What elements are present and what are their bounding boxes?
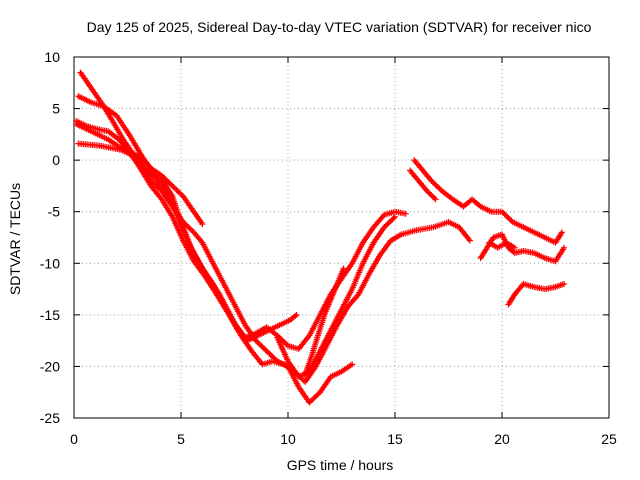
- data-point: [283, 341, 290, 348]
- series-track-8: [411, 157, 565, 246]
- data-point: [392, 213, 398, 220]
- plot-frame: [73, 56, 610, 419]
- data-series: [73, 69, 568, 406]
- data-point: [354, 292, 361, 299]
- data-point: [293, 311, 300, 318]
- data-point: [508, 217, 515, 224]
- y-tick-label: 0: [52, 152, 60, 168]
- chart-title: Day 125 of 2025, Sidereal Day-to-day VTE…: [87, 19, 592, 35]
- series-track-11: [486, 239, 518, 251]
- data-point: [511, 244, 518, 251]
- y-tick-label: -5: [48, 204, 61, 220]
- data-point: [340, 265, 347, 272]
- data-point: [349, 361, 356, 368]
- axis-ticks: [73, 56, 610, 419]
- y-tick-label: -20: [40, 358, 60, 374]
- y-axis-label: SDTVAR / TECUs: [7, 183, 23, 295]
- data-point: [558, 229, 565, 236]
- x-tick-label: 10: [280, 431, 296, 447]
- data-point: [466, 237, 473, 244]
- y-tick-label: -10: [40, 255, 60, 271]
- data-point: [561, 244, 568, 251]
- x-tick-label: 0: [70, 431, 78, 447]
- y-tick-labels: -25 -20 -15 -10 -5 0 5 10: [40, 49, 60, 426]
- series-track-2: [77, 69, 473, 385]
- series-track-5: [73, 121, 206, 228]
- series-track-4: [75, 140, 356, 406]
- data-point: [432, 196, 439, 203]
- x-axis-label: GPS time / hours: [287, 457, 394, 473]
- x-tick-labels: 0 5 10 15 20 25: [70, 431, 617, 447]
- data-point: [272, 356, 279, 363]
- series-track-9: [406, 167, 439, 203]
- series-track-3: [73, 117, 300, 344]
- y-tick-label: -15: [40, 307, 60, 323]
- y-tick-label: 5: [52, 101, 60, 117]
- x-tick-label: 20: [494, 431, 510, 447]
- y-tick-label: -25: [40, 410, 60, 426]
- series-track-12: [505, 280, 568, 308]
- data-point: [402, 210, 409, 217]
- data-point: [292, 312, 299, 319]
- x-tick-label: 15: [387, 431, 403, 447]
- series-track-7: [302, 265, 347, 378]
- data-point: [390, 215, 397, 222]
- data-point: [199, 221, 206, 228]
- y-tick-label: 10: [44, 49, 60, 65]
- x-tick-label: 5: [177, 431, 185, 447]
- x-tick-label: 25: [601, 431, 617, 447]
- data-point: [561, 280, 568, 287]
